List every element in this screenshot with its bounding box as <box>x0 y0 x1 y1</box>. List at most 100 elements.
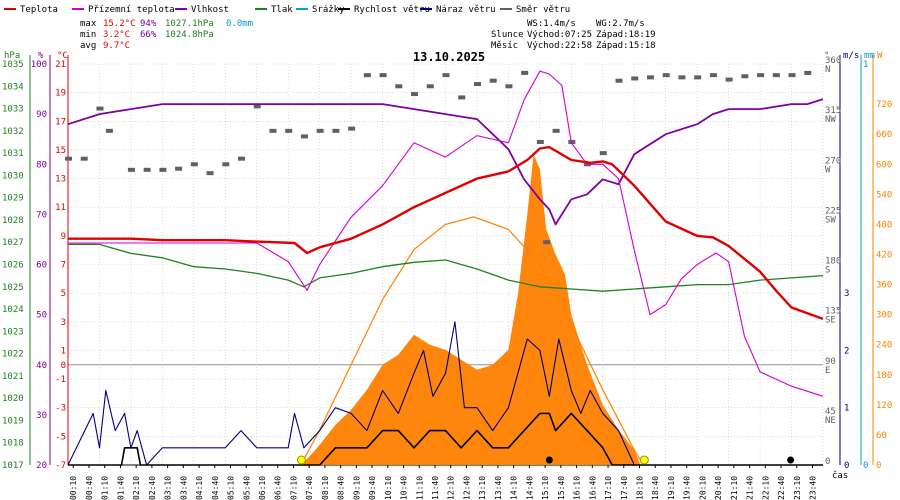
wind-dir-point <box>285 128 293 133</box>
sun-set: Západ:18:19 <box>596 30 656 40</box>
x-tick-label: 23:40 <box>809 476 818 500</box>
solar-tick: 360 <box>876 281 892 291</box>
wind-dir-tick: 45 <box>825 407 836 417</box>
wind-dir-point <box>175 166 183 171</box>
temp-tick: 9 <box>61 232 66 242</box>
wind-dir-point <box>96 106 104 111</box>
wind-dir-point <box>521 70 529 75</box>
wind-dir-compass: E <box>825 366 830 376</box>
x-tick-label: 11:40 <box>431 476 440 500</box>
wind-dir-tick: 360 <box>825 56 841 66</box>
x-tick-label: 00:40 <box>85 476 94 500</box>
wind-dir-point <box>65 156 72 161</box>
wind-dir-point <box>552 128 560 133</box>
temp-tick: 11 <box>55 203 66 213</box>
x-tick-label: 16:40 <box>588 476 597 500</box>
pressure-tick: 1034 <box>2 82 24 92</box>
humidity-tick: 100 <box>31 60 47 70</box>
x-tick-label: 02:10 <box>132 476 141 500</box>
wind-dir-point <box>80 156 88 161</box>
temp-tick: 17 <box>55 117 66 127</box>
temp-tick: 19 <box>55 89 66 99</box>
marker-moonset <box>545 456 553 464</box>
x-tick-label: 14:10 <box>510 476 519 500</box>
x-tick-label: 09:10 <box>352 476 361 500</box>
pressure-tick: 1018 <box>2 439 24 449</box>
wind-speed-tick: 2 <box>844 346 849 356</box>
wind-dir-tick: 90 <box>825 357 836 367</box>
wind-dir-point <box>300 134 308 139</box>
temp-tick: 5 <box>61 289 66 299</box>
marker-moonrise <box>787 456 795 464</box>
x-tick-label: 15:40 <box>557 476 566 500</box>
x-tick-label: 20:40 <box>714 476 723 500</box>
x-tick-label: 03:10 <box>164 476 173 500</box>
solar-tick: 660 <box>876 130 892 140</box>
x-tick-label: 00:10 <box>69 476 78 500</box>
x-tick-label: 11:10 <box>415 476 424 500</box>
temp-tick: 7 <box>61 261 66 271</box>
pressure-tick: 1027 <box>2 238 24 248</box>
solar-tick: 480 <box>876 220 892 230</box>
moon-rise: Východ:22:58 <box>527 41 592 51</box>
stats-max-label: max <box>80 19 97 29</box>
wind-speed-tick: 1 <box>844 404 849 414</box>
x-tick-label: 05:10 <box>227 476 236 500</box>
temp-tick: 3 <box>61 318 66 328</box>
stats-max-temp: 15.2°C <box>103 19 136 29</box>
stats-min-press: 1024.8hPa <box>165 30 214 40</box>
x-tick-label: 07:40 <box>305 476 314 500</box>
x-tick-label: 16:10 <box>573 476 582 500</box>
rain-tick: 0 <box>863 461 868 471</box>
stats-max-hum: 94% <box>140 19 157 29</box>
moon-set: Západ:15:18 <box>596 41 656 51</box>
x-tick-label: 07:10 <box>289 476 298 500</box>
wind-dir-tick: 180 <box>825 257 841 267</box>
wind-dir-point <box>442 73 450 78</box>
series-ground-temperature <box>68 70 824 397</box>
wind-dir-point <box>757 73 765 78</box>
wind-dir-point <box>678 75 686 80</box>
wind-dir-tick: 270 <box>825 156 841 166</box>
wind-dir-point <box>725 77 733 82</box>
wind-dir-point <box>741 74 749 79</box>
solar-tick: 420 <box>876 250 892 260</box>
wind-dir-point <box>536 139 544 144</box>
series-pressure <box>68 243 824 292</box>
wind-dir-point <box>379 73 387 78</box>
stats-avg-temp: 9.7°C <box>103 41 130 51</box>
grid <box>67 63 824 466</box>
stats-min-hum: 66% <box>140 30 157 40</box>
solar-tick: 60 <box>876 431 887 441</box>
solar-tick: 240 <box>876 341 892 351</box>
wind-dir-point <box>363 73 371 78</box>
pressure-tick: 1035 <box>2 60 24 70</box>
x-tick-label: 14:40 <box>525 476 534 500</box>
stats-min-temp: 3.2°C <box>103 30 130 40</box>
humidity-tick: 80 <box>36 160 47 170</box>
x-tick-label: 20:10 <box>698 476 707 500</box>
unit-pct: % <box>38 51 44 61</box>
legend-label-6: Náraz větru <box>436 5 496 15</box>
series-sun-elevation <box>300 216 645 466</box>
pressure-tick: 1020 <box>2 394 24 404</box>
solar-tick: 0 <box>876 461 881 471</box>
stats-avg-label: avg <box>80 41 96 51</box>
sun-label: Slunce <box>491 30 524 40</box>
rain-tick: 1 <box>863 60 868 70</box>
x-tick-label: 04:40 <box>211 476 220 500</box>
x-tick-label: 22:40 <box>777 476 786 500</box>
wind-dir-point <box>646 75 654 80</box>
wind-ws: WS:1.4m/s <box>527 19 576 29</box>
pressure-tick: 1019 <box>2 416 24 426</box>
x-tick-label: 05:40 <box>242 476 251 500</box>
wind-dir-point <box>190 162 198 167</box>
wind-wg: WG:2.7m/s <box>596 19 645 29</box>
temp-tick: 13 <box>55 175 66 185</box>
pressure-tick: 1023 <box>2 327 24 337</box>
wind-dir-point <box>694 75 702 80</box>
x-tick-label: 08:10 <box>321 476 330 500</box>
humidity-tick: 50 <box>36 311 47 321</box>
wind-dir-point <box>426 84 434 89</box>
wind-dir-compass: SE <box>825 316 836 326</box>
